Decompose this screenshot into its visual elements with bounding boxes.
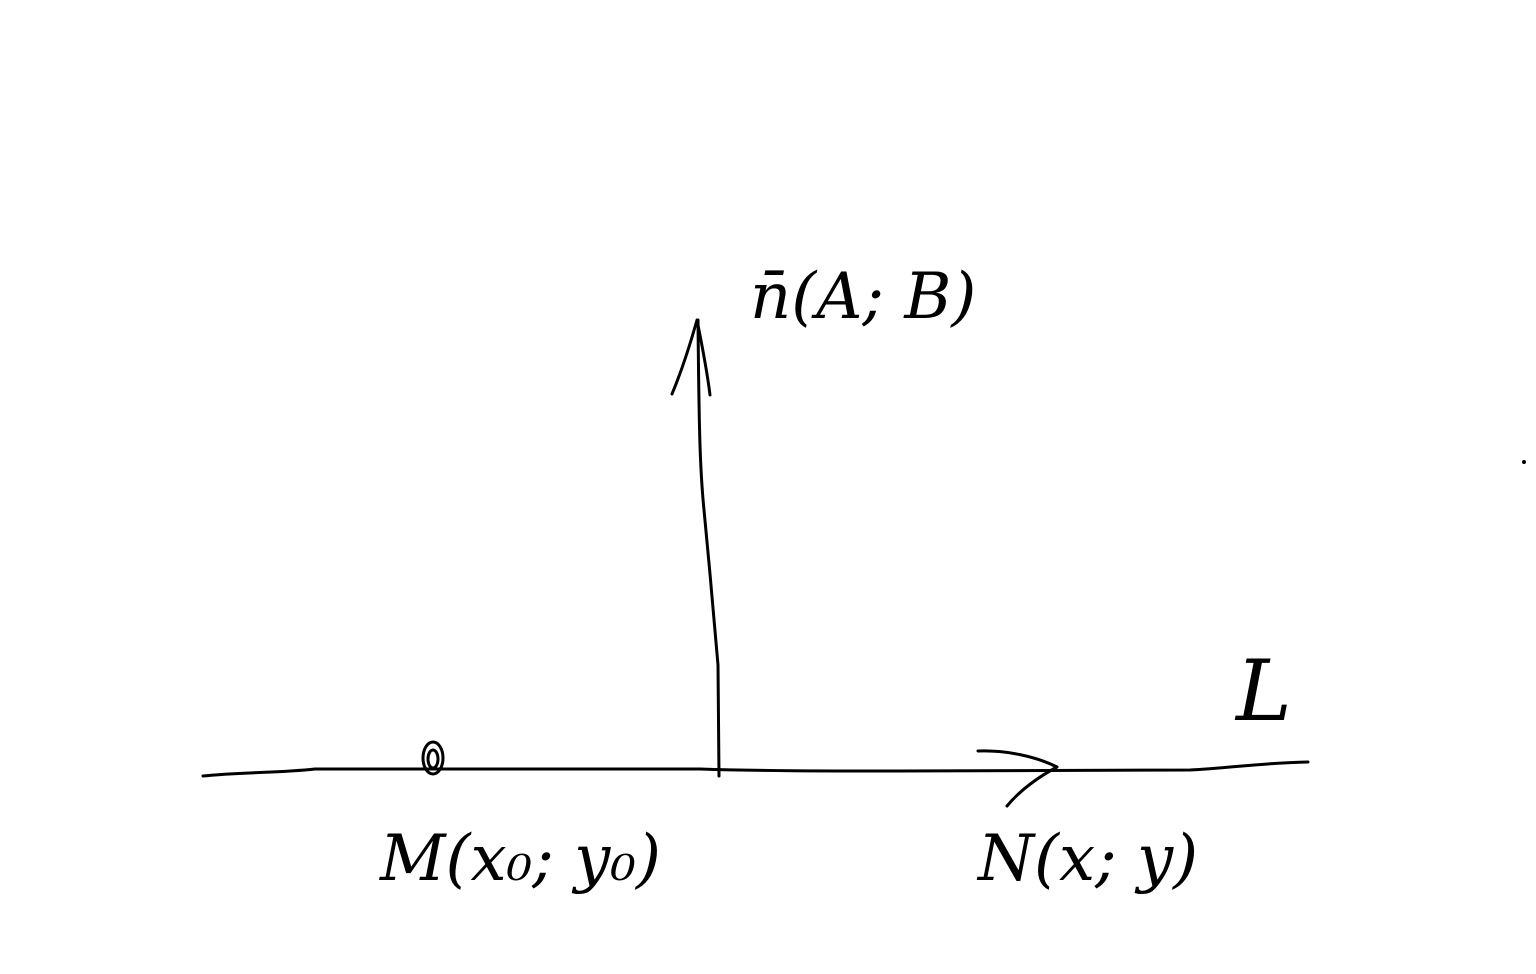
line-l-label: L [1234, 642, 1292, 740]
point-m-marker [421, 740, 445, 776]
line-l [201, 760, 1310, 778]
stray-dot [1522, 460, 1526, 464]
direction-arrow [976, 749, 1059, 808]
point-n-label: N(x; y) [976, 822, 1198, 896]
point-m-label: M(x₀; y₀) [379, 822, 661, 896]
normal-vector-label: n̄(A; B) [750, 260, 976, 334]
normal-vector-arrow [670, 318, 721, 778]
